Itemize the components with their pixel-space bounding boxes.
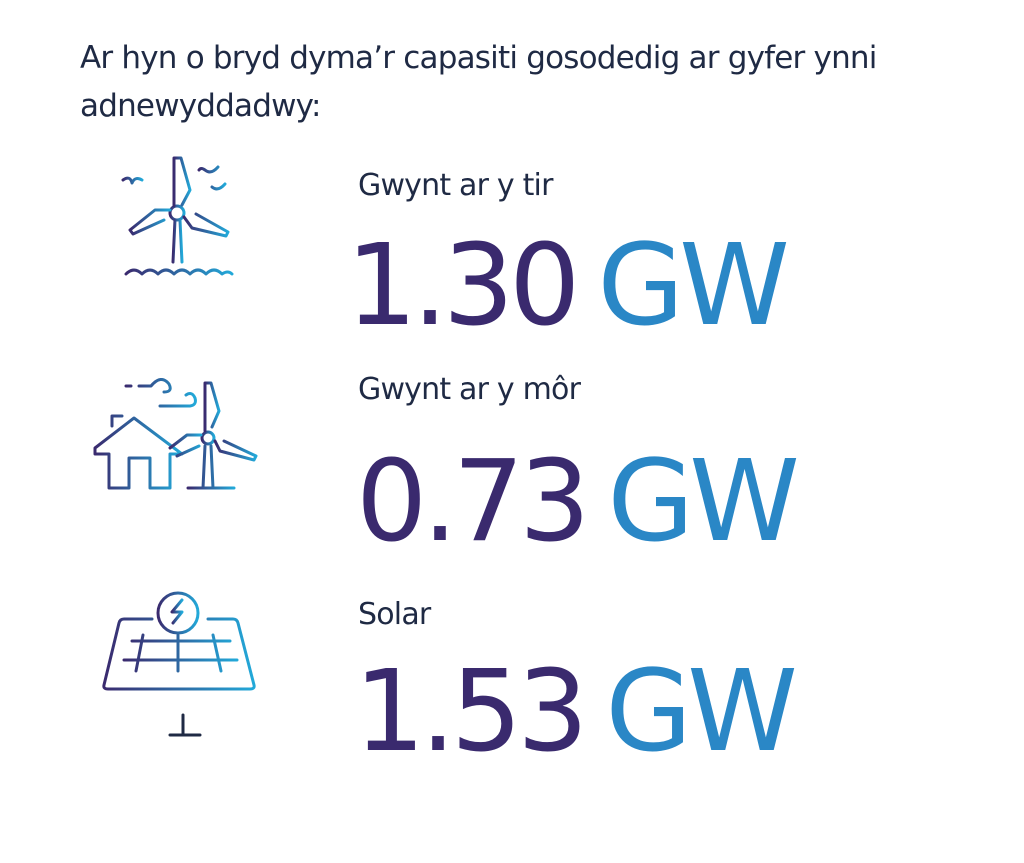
value-number: 0.73 [356, 437, 590, 567]
value-unit: GW [607, 437, 800, 567]
solar-panel-icon [102, 591, 256, 737]
wind-turbine-water-icon [121, 156, 234, 276]
item-value-onshore: 1.30 GW [346, 230, 790, 342]
item-label-solar: Solar [358, 597, 431, 632]
value-unit: GW [605, 647, 798, 777]
value-unit: GW [597, 221, 790, 351]
page-heading: Ar hyn o bryd dyma’r capasiti gosodedig … [80, 40, 877, 124]
item-value-offshore: 0.73 GW [356, 446, 800, 558]
item-value-solar: 1.53 GW [354, 656, 798, 768]
value-number: 1.30 [346, 221, 580, 351]
value-number: 1.53 [354, 647, 588, 777]
item-label-offshore: Gwynt ar y môr [358, 372, 581, 407]
item-label-onshore: Gwynt ar y tir [358, 168, 553, 203]
house-wind-turbine-icon [93, 378, 258, 490]
